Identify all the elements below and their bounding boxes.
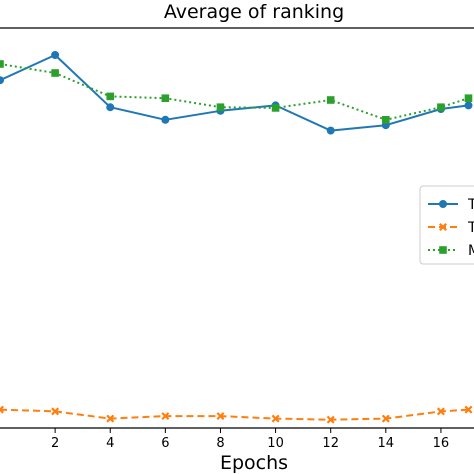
x-tick-label: 10: [267, 436, 284, 451]
legend-label: T: [467, 197, 474, 213]
series-2-point: [0, 405, 4, 414]
x-tick-label: 8: [216, 436, 224, 451]
series-2-line: [0, 408, 469, 421]
series-3-point: [161, 94, 170, 102]
x-axis-label: Epochs: [220, 452, 288, 474]
series-2-point: [216, 412, 225, 421]
series-3-point: [437, 103, 445, 111]
series-2-point: [51, 407, 60, 416]
series-3-point: [216, 103, 225, 111]
x-tick-label: 2: [51, 436, 59, 451]
series-3-point: [464, 94, 473, 102]
series-3-point: [0, 60, 4, 68]
series-2-point: [381, 414, 390, 423]
series-3-point: [271, 104, 280, 112]
series-3-point: [106, 92, 115, 101]
series-1-point: [464, 101, 473, 110]
x-tick-label: 4: [106, 436, 114, 451]
series-2-point: [464, 405, 473, 414]
x-tick-label: 16: [433, 436, 450, 451]
series-2-point: [161, 412, 170, 421]
series-3-point: [326, 96, 335, 104]
legend-label: M: [468, 243, 474, 259]
series-3-point: [382, 116, 390, 124]
series-1-line: [0, 54, 469, 132]
chart-title: Average of ranking: [164, 1, 344, 23]
series-2-point: [271, 414, 280, 423]
series-group: [0, 51, 473, 424]
legend: TTM: [419, 185, 474, 265]
series-1-point: [326, 126, 335, 135]
legend-box: [419, 185, 474, 265]
x-tick-label: 12: [322, 436, 339, 451]
series-1-point: [161, 115, 170, 124]
series-2-point: [326, 415, 335, 424]
series-2-point: [436, 407, 445, 416]
x-tick-label: 6: [161, 436, 169, 451]
series-1-point: [106, 103, 115, 112]
legend-marker: [439, 200, 447, 208]
series-1-point: [51, 51, 60, 59]
legend-marker: [439, 246, 447, 254]
x-tick-label: 14: [378, 436, 395, 451]
series-3-line: [0, 63, 469, 121]
series-1-point: [0, 76, 4, 85]
series-3-point: [51, 69, 59, 77]
legend-marker: [439, 223, 447, 231]
legend-label: T: [467, 220, 474, 236]
series-2-point: [106, 414, 115, 423]
